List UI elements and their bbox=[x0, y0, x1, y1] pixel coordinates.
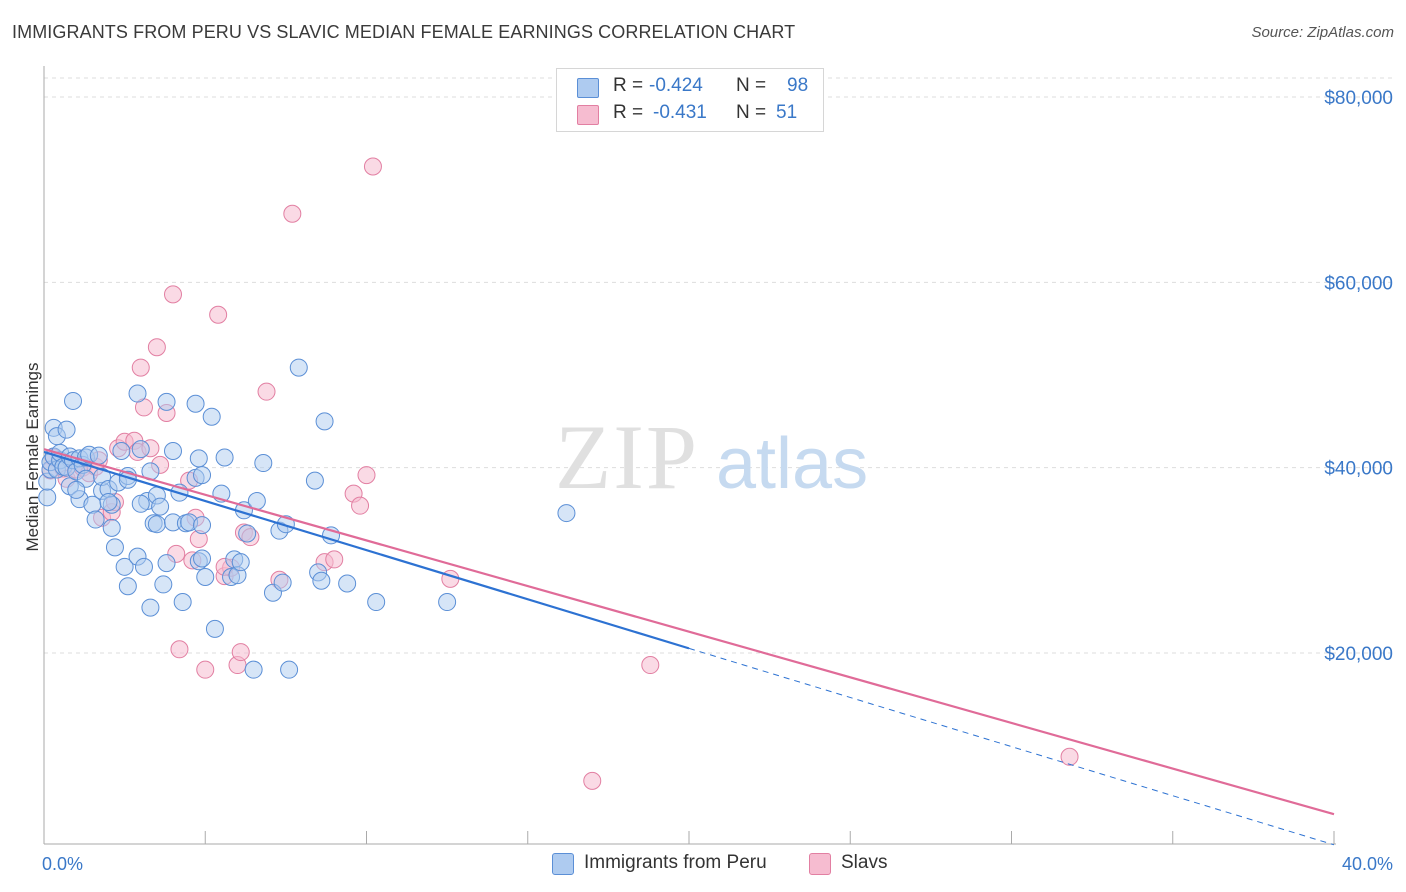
peru-point bbox=[131, 494, 150, 513]
peru-points bbox=[38, 358, 576, 679]
peru-point bbox=[173, 593, 192, 612]
peru-point bbox=[276, 515, 295, 534]
peru-point bbox=[244, 660, 263, 679]
peru-swatch bbox=[577, 78, 599, 98]
peru-point bbox=[57, 420, 76, 439]
peru-point bbox=[128, 384, 147, 403]
peru-point bbox=[134, 557, 153, 576]
y-tick-label: $60,000 bbox=[1324, 273, 1393, 294]
peru-point bbox=[193, 466, 212, 485]
peru-trend-line bbox=[43, 450, 690, 650]
peru-point bbox=[102, 518, 121, 537]
peru-point bbox=[151, 497, 170, 516]
peru-point bbox=[157, 392, 176, 411]
slavs-swatch bbox=[577, 105, 599, 125]
slavs-point bbox=[1060, 747, 1079, 766]
peru-point bbox=[305, 471, 324, 490]
y-tick-label: $20,000 bbox=[1324, 644, 1393, 665]
peru-point bbox=[118, 577, 137, 596]
chart-title: IMMIGRANTS FROM PERU VS SLAVIC MEDIAN FE… bbox=[12, 22, 796, 42]
trend-lines bbox=[43, 448, 1335, 846]
y-tick-label: $80,000 bbox=[1324, 88, 1393, 109]
y-axis-label: Median Female Earnings bbox=[23, 363, 42, 552]
peru-n-label: N = bbox=[736, 75, 767, 96]
peru-point bbox=[254, 454, 273, 473]
peru-point bbox=[193, 549, 212, 568]
peru-trend-extension bbox=[688, 647, 1335, 846]
peru-point bbox=[438, 593, 457, 612]
peru-point bbox=[164, 441, 182, 460]
slavs-point bbox=[257, 382, 276, 401]
peru-point bbox=[367, 593, 386, 612]
peru-point bbox=[215, 448, 234, 467]
slavs-point bbox=[357, 466, 376, 485]
peru-point bbox=[231, 553, 250, 572]
slavs-point bbox=[196, 660, 215, 679]
slavs-r-value: -0.431 bbox=[653, 102, 707, 123]
peru-point bbox=[112, 441, 131, 460]
peru-point bbox=[147, 515, 166, 534]
peru-point bbox=[338, 574, 357, 593]
peru-point bbox=[105, 538, 124, 557]
peru-point bbox=[67, 480, 86, 499]
watermark-zip: ZIP bbox=[555, 406, 699, 508]
slavs-point bbox=[209, 305, 228, 324]
peru-point bbox=[186, 394, 205, 413]
slavs-point bbox=[164, 285, 182, 304]
peru-point bbox=[205, 619, 224, 638]
slavs-point bbox=[170, 640, 189, 659]
peru-point bbox=[202, 407, 221, 426]
slavs-legend-label: Slavs bbox=[841, 852, 888, 873]
peru-n-value: 98 bbox=[787, 75, 809, 96]
slavs-trend-line bbox=[43, 448, 1335, 816]
peru-point bbox=[273, 573, 292, 592]
x-tick-label: 0.0% bbox=[42, 854, 83, 874]
peru-point bbox=[238, 524, 257, 543]
peru-point bbox=[557, 504, 576, 523]
slavs-legend-swatch bbox=[809, 853, 831, 875]
peru-point bbox=[131, 440, 150, 459]
x-tick-label: 40.0% bbox=[1342, 854, 1393, 874]
peru-point bbox=[189, 449, 208, 468]
slavs-point bbox=[283, 204, 302, 223]
watermark: ZIP atlas bbox=[555, 406, 868, 508]
slavs-point bbox=[351, 496, 370, 515]
slavs-point bbox=[641, 656, 660, 675]
peru-point bbox=[312, 571, 331, 590]
peru-r-label: R = bbox=[613, 75, 644, 96]
peru-legend-swatch bbox=[552, 853, 574, 875]
peru-point bbox=[157, 554, 176, 573]
slavs-point bbox=[131, 358, 150, 377]
correlation-legend: R = -0.424 N = 98 R = -0.431 N = 51 bbox=[556, 68, 824, 132]
axis-labels: $20,000 $40,000 $60,000 $80,000 0.0% 40.0% bbox=[42, 88, 1393, 874]
source-label: Source: ZipAtlas.com bbox=[1251, 24, 1394, 41]
slavs-n-value: 51 bbox=[776, 102, 798, 123]
peru-r-value: -0.424 bbox=[649, 75, 703, 96]
watermark-atlas: atlas bbox=[716, 424, 868, 504]
peru-point bbox=[289, 358, 308, 377]
slavs-point bbox=[583, 771, 602, 790]
peru-point bbox=[141, 598, 160, 617]
peru-point bbox=[89, 446, 108, 465]
peru-point bbox=[315, 412, 334, 431]
peru-legend-label: Immigrants from Peru bbox=[584, 852, 767, 873]
slavs-point bbox=[231, 643, 250, 662]
slavs-point bbox=[325, 550, 344, 569]
peru-point bbox=[99, 492, 118, 511]
peru-point bbox=[115, 557, 134, 576]
peru-point bbox=[154, 575, 173, 594]
peru-point bbox=[64, 391, 83, 410]
slavs-r-label: R = bbox=[613, 102, 644, 123]
peru-point bbox=[280, 660, 299, 679]
slavs-n-label: N = bbox=[736, 102, 767, 123]
slavs-point bbox=[363, 157, 382, 176]
peru-point bbox=[193, 516, 212, 535]
peru-point bbox=[86, 510, 105, 529]
slavs-point bbox=[147, 338, 166, 357]
y-tick-label: $40,000 bbox=[1324, 459, 1393, 480]
peru-point bbox=[196, 568, 215, 587]
